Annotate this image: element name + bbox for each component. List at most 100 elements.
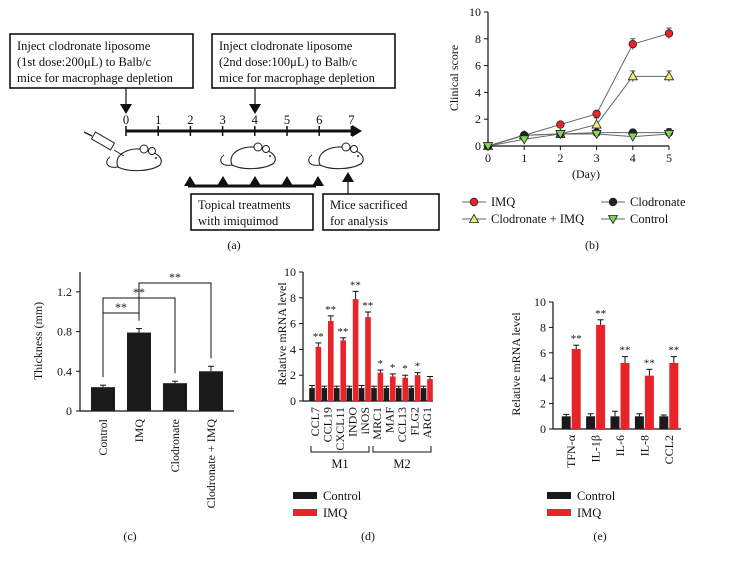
d-y-tick-label: 8 xyxy=(290,291,296,305)
d-significance-label: ** xyxy=(338,326,349,338)
d-bar-imq xyxy=(328,321,334,401)
d-group-label: M2 xyxy=(393,457,410,471)
b-x-tick-label: 1 xyxy=(521,151,527,165)
arrowhead-day0 xyxy=(120,104,132,114)
b-x-tick-label: 4 xyxy=(630,151,636,165)
d-y-tick-label: 2 xyxy=(290,368,296,382)
treatment-triangle xyxy=(184,176,196,186)
d-bar-imq xyxy=(414,375,421,401)
c-significance-label: ** xyxy=(169,270,181,284)
b-legend-marker xyxy=(608,197,618,207)
b-y-tick-label: 8 xyxy=(475,32,481,46)
d-bar-control xyxy=(358,388,365,401)
e-bar-imq xyxy=(571,348,581,429)
b-legend-marker xyxy=(607,215,619,225)
e-bar-control xyxy=(634,416,644,429)
c-significance-bracket xyxy=(138,282,212,359)
e-y-tick-label: 10 xyxy=(534,295,546,309)
mouse-icon xyxy=(220,142,276,170)
d-significance-label: * xyxy=(402,363,408,375)
timeline-day-label: 2 xyxy=(187,113,193,127)
mouse-icon xyxy=(106,144,162,172)
b-y-axis-label: Clinical score xyxy=(447,45,461,111)
mouse-ear xyxy=(262,145,270,153)
d-x-tick-label: INDO xyxy=(345,407,359,437)
d-x-tick-label: FLG2 xyxy=(407,407,421,436)
d-x-tick-label: CCL7 xyxy=(308,407,322,436)
d-bar-control xyxy=(334,388,340,401)
d-y-tick-label: 4 xyxy=(290,342,296,356)
d-bar-control xyxy=(383,388,390,401)
b-x-tick-label: 5 xyxy=(666,151,672,165)
b-legend: IMQ Clodronate + IMQ Clodronate Control xyxy=(462,195,686,226)
b-series-line xyxy=(487,133,670,147)
b-data-point xyxy=(519,135,530,145)
panel-d-label: (d) xyxy=(361,529,375,543)
arrowhead-sacrifice xyxy=(342,172,354,182)
d-significance-label: * xyxy=(390,362,396,374)
e-bar-control xyxy=(586,416,596,429)
b-legend-marker xyxy=(468,213,480,223)
c-y-tick-label: 1.2 xyxy=(57,285,72,299)
e-legend-swatch xyxy=(547,492,571,499)
c-y-tick-label: 0.4 xyxy=(57,364,72,378)
d-bar-imq xyxy=(315,346,322,401)
box2-line3: mice for macrophage depletion xyxy=(219,71,376,85)
treatment-triangle xyxy=(281,176,293,186)
e-bar-imq xyxy=(644,375,654,429)
d-significance-label: * xyxy=(377,358,383,370)
mouse-ear xyxy=(253,142,263,152)
e-legend: Control IMQ xyxy=(547,489,616,520)
b-x-tick-label: 3 xyxy=(594,151,600,165)
timeline-day-label: 5 xyxy=(284,113,290,127)
schedule-box-second-dose xyxy=(211,33,396,89)
mouse-tail xyxy=(220,154,233,166)
treatment-triangle xyxy=(312,176,324,186)
d-group-label: M1 xyxy=(331,457,348,471)
box4-line1: Mice sacrificed xyxy=(330,198,408,212)
c-significance-label: ** xyxy=(115,300,127,314)
b-data-point xyxy=(591,130,602,140)
e-y-axis-label: Relative mRNA level xyxy=(509,312,523,416)
d-significance-label: ** xyxy=(313,331,324,343)
mouse-tail xyxy=(308,154,321,166)
d-x-tick-label: ARG1 xyxy=(420,407,434,438)
e-bar-imq xyxy=(596,324,606,429)
treatment-triangle xyxy=(249,176,261,186)
b-legend-label: Clodronate + IMQ xyxy=(491,212,584,226)
d-legend-label: Control xyxy=(323,489,362,503)
mouse-ear xyxy=(148,147,156,155)
d-bar-imq xyxy=(352,299,359,401)
c-y-tick-label: 0 xyxy=(66,404,72,418)
d-bar-control xyxy=(371,388,377,401)
mouse-illustrations xyxy=(83,131,364,172)
e-y-tick-label: 6 xyxy=(540,346,546,360)
c-x-tick-label: Clodronate + IMQ xyxy=(204,419,218,509)
e-x-tick-label: CCL2 xyxy=(662,435,676,464)
mouse-icon xyxy=(308,142,364,170)
timeline-day-label: 4 xyxy=(252,113,259,127)
e-legend-label: Control xyxy=(577,489,616,503)
timeline-day-label: 1 xyxy=(155,113,161,127)
panel-e-label: (e) xyxy=(593,529,606,543)
d-bar-control xyxy=(420,388,427,401)
c-x-tick-label: Clodronate xyxy=(168,419,182,472)
c-x-tick-label: IMQ xyxy=(132,419,146,443)
e-y-tick-label: 2 xyxy=(540,397,546,411)
b-y-tick-label: 0 xyxy=(475,139,481,153)
treatment-triangle xyxy=(217,176,229,186)
panel-c-label: (c) xyxy=(123,529,136,543)
b-legend-marker xyxy=(469,197,479,207)
treatment-markers xyxy=(184,176,324,186)
treatment-box xyxy=(190,193,314,231)
e-x-tick-label: IL-8 xyxy=(637,435,651,456)
b-series-clodronate-imq xyxy=(482,70,675,150)
d-bar-control xyxy=(309,388,315,401)
e-legend-swatch xyxy=(547,509,571,516)
b-y-tick-label: 4 xyxy=(475,85,481,99)
c-bar xyxy=(91,387,115,411)
d-significance-label: * xyxy=(415,361,421,373)
c-y-axis-label: Thickness (mm) xyxy=(31,302,45,380)
box1-line1: Inject clodronate liposome xyxy=(17,39,151,53)
b-legend-label: Clodronate xyxy=(630,195,686,209)
